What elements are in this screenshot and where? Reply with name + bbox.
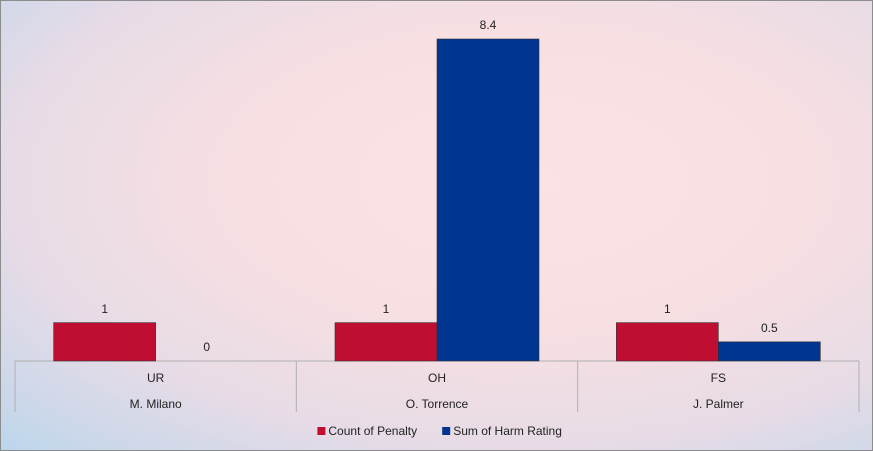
- bar: [616, 322, 719, 362]
- data-label: 1: [664, 302, 671, 316]
- legend-label: Sum of Harm Rating: [453, 424, 562, 438]
- data-label: 0.5: [761, 321, 778, 335]
- bar: [436, 38, 540, 362]
- bar: [718, 341, 821, 362]
- legend-swatch: [317, 427, 326, 435]
- category-label: FS: [711, 371, 726, 385]
- legend-swatch: [442, 427, 451, 435]
- subcategory-label: M. Milano: [130, 397, 182, 411]
- data-label: 8.4: [480, 18, 497, 32]
- bar: [334, 322, 438, 362]
- category-label: UR: [147, 371, 165, 385]
- subcategory-label: J. Palmer: [693, 397, 744, 411]
- subcategory-label: O. Torrence: [406, 397, 469, 411]
- data-label: 1: [101, 302, 108, 316]
- category-label: OH: [428, 371, 446, 385]
- data-label: 0: [203, 340, 210, 354]
- bar: [53, 322, 156, 362]
- legend-label: Count of Penalty: [328, 424, 417, 438]
- data-label: 1: [383, 302, 390, 316]
